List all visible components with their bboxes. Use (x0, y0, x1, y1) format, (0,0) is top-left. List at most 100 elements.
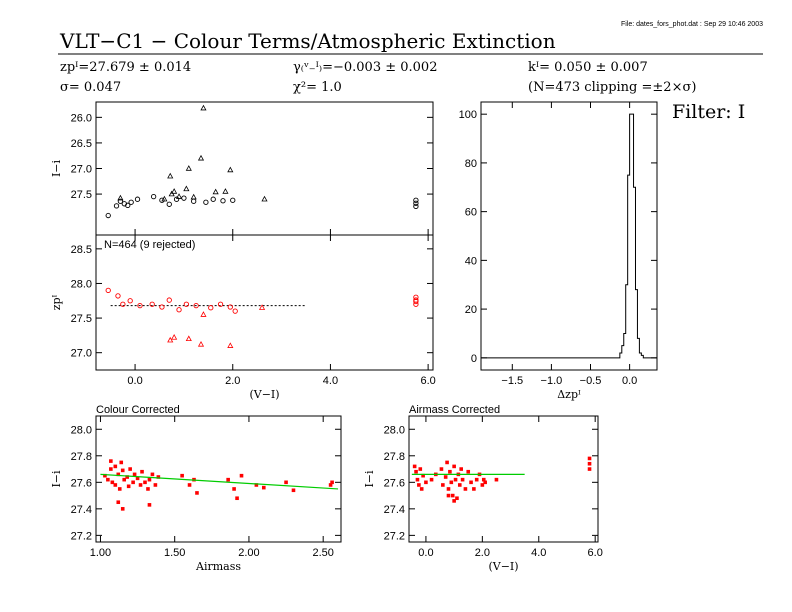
colour-corrected-vs-airmass-point (195, 491, 199, 495)
instr-mag-vs-colour-point (413, 197, 419, 203)
airmass-corrected-vs-colour-point (474, 477, 479, 482)
zeropoint-vs-colour-point (176, 307, 182, 313)
instr-mag-vs-colour-ytick-label: 27.0 (71, 164, 92, 176)
dzp-histogram-ytick-label: 60 (465, 207, 477, 219)
zeropoint-vs-colour-xtick-label: 4.0 (323, 375, 338, 387)
instr-mag-vs-colour-point (117, 198, 124, 204)
instr-mag-vs-colour-point (190, 193, 197, 200)
colour-corrected-vs-airmass-fit-line (100, 473, 339, 490)
zeropoint-vs-colour-xtick-label: 2.0 (225, 375, 240, 387)
filter-label: Filter: I (672, 101, 745, 123)
colour-corrected-vs-airmass-point (120, 468, 125, 473)
zeropoint-vs-colour-xtick-label: 6.0 (420, 375, 435, 387)
instr-mag-vs-colour-point (191, 198, 197, 204)
dzp-histogram-xlabel: Δzpᴵ (557, 388, 581, 401)
airmass-corrected-vs-colour-point (463, 487, 468, 491)
airmass-corrected-vs-colour-point (480, 483, 485, 487)
airmass-corrected-vs-colour-point (443, 475, 448, 479)
instr-mag-vs-colour-ytick-label: 26.5 (71, 138, 92, 150)
airmass-corrected-vs-colour-point (448, 469, 452, 474)
airmass-corrected-vs-colour-ytick-label: 27.6 (384, 477, 405, 489)
colour-corrected-vs-airmass-point (119, 460, 124, 465)
colour-corrected-vs-airmass-point (109, 459, 113, 463)
colour-corrected-vs-airmass-point (113, 483, 118, 487)
instr-mag-vs-colour-point (134, 196, 141, 202)
instr-mag-vs-colour-ytick-label: 27.5 (71, 189, 92, 201)
airmass-corrected-vs-colour-title: Airmass Corrected (409, 404, 500, 416)
colour-corrected-vs-airmass-point (180, 473, 184, 478)
airmass-corrected-vs-colour-xtick-label: 4.0 (531, 547, 546, 559)
zeropoint-vs-colour-annotation: N=464 (9 rejected) (104, 239, 195, 251)
colour-corrected-vs-airmass-ytick-label: 28.0 (71, 424, 92, 436)
colour-corrected-vs-airmass-point (153, 483, 158, 487)
dzp-histogram-xtick-label: −1.0 (541, 375, 563, 387)
instr-mag-vs-colour-point (200, 104, 207, 111)
colour-corrected-vs-airmass-point (138, 483, 143, 487)
airmass-corrected-vs-colour-ytick-label: 28.0 (384, 424, 405, 436)
airmass-corrected-vs-colour-point (459, 467, 463, 471)
airmass-corrected-vs-colour-point (418, 467, 423, 471)
instr-mag-vs-colour-point (159, 197, 165, 203)
colour-corrected-vs-airmass-point (132, 472, 137, 477)
airmass-corrected-vs-colour-point (466, 469, 471, 474)
dzp-histogram-ytick-label: 20 (465, 304, 477, 316)
colour-corrected-vs-airmass-point (128, 467, 132, 471)
plots-group: 27.5 27.0 26.5 26.0 I−i 0.0 2.0 4.0 6.0 27.0 27.5 2… (50, 101, 658, 573)
instr-mag-vs-colour-point (197, 154, 205, 161)
colour-corrected-vs-airmass-point (113, 464, 118, 469)
colour-corrected-vs-airmass-point (328, 483, 333, 487)
colour-corrected-vs-airmass-point (147, 503, 152, 507)
dzp-histogram-xtick-label: 0.0 (622, 375, 637, 387)
instr-mag-vs-colour-ylabel: I−i (50, 159, 63, 177)
zeropoint-vs-colour-point (127, 298, 133, 304)
dzp-histogram-histogram-outline (481, 113, 657, 359)
instr-mag-vs-colour-point (150, 193, 157, 200)
airmass-corrected-vs-colour-point (455, 496, 459, 501)
airmass-corrected-vs-colour-point (453, 477, 458, 482)
stat-chi2: χ²= 1.0 (293, 80, 342, 95)
colour-corrected-vs-airmass-point (126, 484, 131, 489)
instr-mag-vs-colour-point (125, 202, 131, 208)
airmass-corrected-vs-colour-point (424, 480, 428, 485)
airmass-corrected-vs-colour-point (483, 480, 487, 485)
colour-corrected-vs-airmass-point (125, 475, 129, 479)
airmass-corrected-vs-colour-point (481, 477, 486, 482)
colour-corrected-vs-airmass-point (254, 483, 259, 487)
dzp-histogram-xtick-label: −0.5 (580, 375, 602, 387)
zeropoint-vs-colour-point (217, 301, 224, 307)
stat-gamma: γ₍ᵛ₋ᴵ₎=−0.003 ± 0.002 (293, 60, 437, 75)
instr-mag-vs-colour-point (117, 194, 124, 201)
zeropoint-vs-colour-point (171, 334, 178, 340)
airmass-corrected-vs-colour-point (439, 467, 444, 471)
instr-mag-vs-colour-point (212, 188, 219, 195)
airmass-corrected-vs-colour-point (460, 477, 465, 482)
dzp-histogram-ytick-label: 40 (465, 255, 477, 267)
zeropoint-vs-colour-frame (95, 234, 434, 371)
airmass-corrected-vs-colour-point (494, 477, 499, 482)
stat-k: kᴵ= 0.050 ± 0.007 (528, 60, 648, 75)
zeropoint-vs-colour-ytick-label: 28.5 (71, 244, 92, 256)
zeropoint-vs-colour-xtick-label: 0.0 (127, 375, 142, 387)
stat-sigma: σ= 0.047 (60, 80, 121, 95)
zeropoint-vs-colour-xlabel: (V−I) (249, 388, 279, 401)
colour-corrected-vs-airmass-point (291, 488, 296, 493)
colour-corrected-vs-airmass-point (109, 467, 113, 471)
instr-mag-vs-colour-point (166, 201, 172, 207)
colour-corrected-vs-airmass-point (232, 487, 236, 491)
zeropoint-vs-colour-point (208, 305, 214, 311)
colour-corrected-vs-airmass-point (150, 472, 155, 477)
colour-corrected-vs-airmass-point (131, 480, 135, 485)
instr-mag-vs-colour-point (175, 193, 183, 199)
colour-corrected-vs-airmass-point (122, 477, 127, 482)
airmass-corrected-vs-colour-point (450, 493, 455, 498)
airmass-corrected-vs-colour-point (441, 483, 445, 487)
colour-corrected-vs-airmass-point (284, 480, 288, 485)
colour-corrected-vs-airmass-point (106, 477, 110, 482)
airmass-corrected-vs-colour-point (417, 483, 421, 487)
airmass-corrected-vs-colour-point (445, 460, 449, 465)
airmass-corrected-vs-colour-point (587, 456, 592, 461)
colour-corrected-vs-airmass-point (120, 507, 125, 511)
airmass-corrected-vs-colour-ytick-label: 27.8 (384, 451, 405, 463)
colour-corrected-vs-airmass-point (330, 480, 334, 485)
